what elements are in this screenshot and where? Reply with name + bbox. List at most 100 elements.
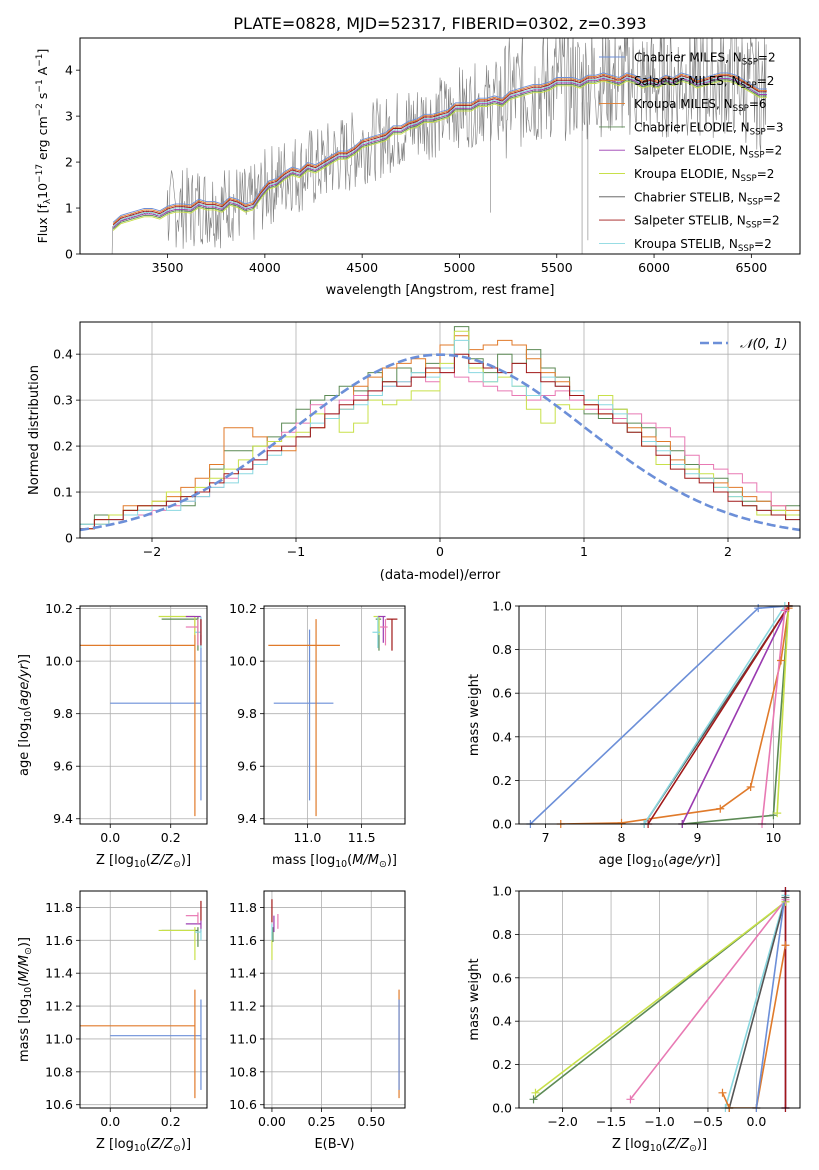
x-tick-label: 11.0 <box>293 830 321 845</box>
y-axis-label: mass weight <box>467 958 482 1040</box>
label-part: =2 <box>762 214 780 228</box>
normal-curve <box>80 353 800 532</box>
y-tick-label: 10.8 <box>45 1064 73 1079</box>
y-tick-label: 9.6 <box>237 759 257 774</box>
label-part: 10 <box>652 859 664 870</box>
x-tick-label: 2 <box>724 544 732 559</box>
label-part: SSP <box>738 244 754 254</box>
weight-marker <box>780 606 789 615</box>
label-part: SSP <box>733 104 749 114</box>
label-part: −2 <box>35 103 45 116</box>
weight-marker <box>718 1088 727 1097</box>
model-line-salpeter-stelib <box>112 75 767 226</box>
label-part: )] <box>710 853 720 868</box>
label-part: log <box>114 1137 134 1152</box>
label-part: )] <box>181 853 191 868</box>
y-tick-label: 0.2 <box>492 773 512 788</box>
y-tick-label: 10.6 <box>45 1097 73 1112</box>
x-tick-label: 0.25 <box>308 1114 336 1129</box>
chart-mass_vs_ebv: 0.00 0.25 0.50 10.6 10.8 11.0 11.2 11.4 11.6 11.8… <box>229 890 406 1152</box>
y-tick-label: 9.8 <box>237 706 257 721</box>
panels: 3500 4000 4500 5000 5500 6000 6500 0 1 2 3 4 wavelen… <box>17 37 801 1154</box>
y-tick-label: 3 <box>65 109 73 124</box>
x-axis-label: age [log10(age/yr)] <box>598 853 720 870</box>
y-tick-label: 0 <box>65 531 73 546</box>
label-part: age [ <box>598 853 631 868</box>
axes-frame <box>263 890 406 1109</box>
legend-entry: Chabrier STELIB, NSSP=2 <box>634 190 781 207</box>
y-tick-label: 11.0 <box>229 1031 257 1046</box>
weight-line <box>529 606 789 824</box>
label-part: Z/Z <box>150 853 174 868</box>
plot-area <box>533 891 787 1108</box>
plot-area <box>80 326 800 538</box>
y-tick-label: 0.0 <box>492 817 512 832</box>
axes-frame <box>518 890 801 1109</box>
weight-line <box>647 606 790 824</box>
x-axis-label: wavelength [Angstrom, rest frame] <box>326 283 555 298</box>
x-tick-label: −2.0 <box>547 1114 577 1129</box>
legend-entry: Kroupa STELIB, NSSP=2 <box>634 237 772 254</box>
label-part: −1 <box>35 54 45 67</box>
label-part: SSP <box>741 81 757 91</box>
label-part: =2 <box>763 190 781 204</box>
label-part: log <box>315 853 335 868</box>
label-part: )] <box>697 1137 707 1152</box>
label-part: 10 <box>23 711 34 723</box>
legend-entry: Salpeter MILES, NSSP=2 <box>634 74 774 91</box>
label-part: )] <box>181 1137 191 1152</box>
y-tick-label: 11.8 <box>229 900 257 915</box>
plot-area <box>80 615 202 817</box>
x-tick-label: −1 <box>287 544 305 559</box>
y-axis-label: age [log10(age/yr)] <box>17 654 34 776</box>
label-part: erg cm <box>35 116 50 164</box>
y-axis-label: mass [log10(M/M⊙)] <box>17 937 34 1062</box>
label-part: ( <box>146 1137 151 1152</box>
label-part: age [ <box>17 743 32 776</box>
x-tick-label: 10 <box>765 830 781 845</box>
label-part: SSP <box>748 151 764 161</box>
weight-marker <box>746 782 755 791</box>
model-line-chabrier-miles <box>112 72 767 223</box>
y-axis-label: Flux [fλ10−17 erg cm−2 s−1 A−1] <box>35 49 53 244</box>
y-tick-label: 2 <box>65 155 73 170</box>
label-part: )] <box>387 853 397 868</box>
label-part: =2 <box>757 167 775 181</box>
label-part: =2 <box>765 144 783 158</box>
label-part: log <box>632 853 652 868</box>
label-part: Z [ <box>612 1137 630 1152</box>
label-part: =2 <box>754 237 772 251</box>
chart-spectrum: 3500 4000 4500 5000 5500 6000 6500 0 1 2 3 4 wavelen… <box>35 37 801 298</box>
weight-line <box>643 606 786 824</box>
axes-frame <box>79 605 208 825</box>
x-tick-label: 0.0 <box>746 1114 766 1129</box>
label-part: 10 <box>134 859 146 870</box>
chart-age_vs_mass: 11.0 11.5 9.4 9.6 9.8 10.0 10.2 mass [log10(M/M… <box>229 601 406 870</box>
label-part: M/M <box>17 955 32 982</box>
axes-frame <box>518 605 801 825</box>
x-axis-label: mass [log10(M/M⊙)] <box>272 853 397 870</box>
x-tick-label: 9 <box>693 830 701 845</box>
x-tick-label: 7 <box>542 830 550 845</box>
label-part: A <box>35 66 50 79</box>
y-tick-label: 11.0 <box>45 1031 73 1046</box>
chart-weight_vs_Z: −2.0 −1.5 −1.0 −0.5 0.0 0.0 0.2 0.4 0.6 0.8 1.0 Z [… <box>467 884 801 1154</box>
model-line-chabrier-elodie <box>112 79 767 230</box>
axes-frame <box>79 37 801 255</box>
plot-area <box>111 38 767 254</box>
y-tick-label: 1.0 <box>492 599 512 614</box>
legend-entry: Kroupa ELODIE, NSSP=2 <box>634 167 774 184</box>
label-part: log <box>17 999 32 1019</box>
x-tick-label: −1.0 <box>644 1114 674 1129</box>
y-tick-label: 10.0 <box>229 654 257 669</box>
label-part: =6 <box>749 97 767 111</box>
x-tick-label: −0.5 <box>693 1114 723 1129</box>
label-part: Z [ <box>96 1137 114 1152</box>
x-axis-label: Z [log10(Z/Z⊙)] <box>612 1137 707 1154</box>
label-part: Z [ <box>96 853 114 868</box>
legend-entry: Chabrier ELODIE, NSSP=3 <box>634 120 783 137</box>
label-part: SSP <box>746 221 762 231</box>
label-part: Kroupa STELIB, N <box>634 237 738 251</box>
y-tick-label: 0.2 <box>53 439 73 454</box>
